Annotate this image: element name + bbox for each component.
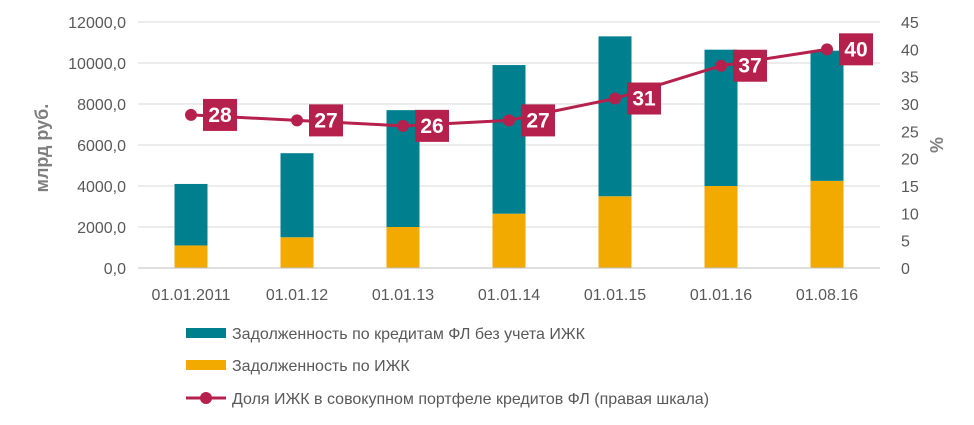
bar-segment xyxy=(598,196,632,268)
x-tick-label: 01.01.15 xyxy=(584,287,646,304)
series-point xyxy=(821,43,833,56)
data-label: 37 xyxy=(738,55,761,78)
y-tick-label: 0,0 xyxy=(104,261,126,278)
bar-segment xyxy=(492,213,526,268)
y-tick-label: 10000,0 xyxy=(68,56,126,73)
y-right-tick-label: 25 xyxy=(901,124,919,141)
y-right-tick-label: 35 xyxy=(901,70,919,87)
y-right-tick-label: 15 xyxy=(901,179,919,196)
y-right-tick-label: 5 xyxy=(901,234,910,251)
bar-segment xyxy=(810,180,844,268)
data-label-box xyxy=(733,49,767,82)
bar-segment xyxy=(704,49,738,186)
y-right-tick-label: 10 xyxy=(901,206,919,223)
data-label-box xyxy=(627,82,661,115)
y-tick-label: 8000,0 xyxy=(77,97,126,114)
legend-label: Задолженность по ИЖК xyxy=(232,358,410,375)
y-right-tick-label: 30 xyxy=(901,97,919,114)
legend-swatch xyxy=(186,360,226,370)
y-right-tick-label: 40 xyxy=(901,42,919,59)
y-right-tick-label: 20 xyxy=(901,152,919,169)
bar-segment xyxy=(280,153,314,238)
data-label: 27 xyxy=(314,109,337,132)
data-label: 28 xyxy=(208,104,232,127)
bar-segment xyxy=(598,36,632,197)
data-label: 27 xyxy=(526,109,549,132)
series-point xyxy=(185,108,197,121)
y-tick-label: 12000,0 xyxy=(68,15,126,32)
data-label: 26 xyxy=(420,115,443,138)
y-tick-label: 6000,0 xyxy=(77,138,126,155)
data-label: 40 xyxy=(844,38,867,61)
bar-segment xyxy=(810,50,844,181)
y-tick-label: 2000,0 xyxy=(77,220,126,237)
x-tick-label: 01.08.16 xyxy=(796,287,858,304)
bar-segment xyxy=(386,227,420,268)
bar-segment xyxy=(174,183,208,246)
bar-segment xyxy=(704,186,738,268)
bar-segment xyxy=(174,245,208,268)
legend: Задолженность по кредитам ФЛ без учета И… xyxy=(186,326,709,408)
data-label-box xyxy=(309,104,343,137)
x-tick-label: 01.01.14 xyxy=(478,287,540,304)
x-tick-label: 01.01.16 xyxy=(690,287,752,304)
series-point xyxy=(291,114,303,127)
data-label-box xyxy=(415,109,449,142)
x-tick-label: 01.01.2011 xyxy=(152,287,231,304)
legend-marker xyxy=(200,392,212,404)
legend-swatch xyxy=(186,328,226,338)
bars xyxy=(174,36,844,268)
y-right-tick-label: 45 xyxy=(901,15,919,32)
y-axis-title-right: % xyxy=(926,137,946,153)
legend-label: Задолженность по кредитам ФЛ без учета И… xyxy=(232,326,586,343)
share-line: 28 27 26 27 31 37 40 xyxy=(185,33,873,142)
x-axis-ticks: 01.01.2011 01.01.12 01.01.13 01.01.14 01.01.… xyxy=(152,287,859,304)
data-label: 31 xyxy=(632,88,656,111)
data-label-box xyxy=(521,104,555,137)
y-right-tick-label: 0 xyxy=(901,261,910,278)
legend-label: Доля ИЖК в совокупном портфеле кредитов … xyxy=(232,391,709,408)
y-axis-title: млрд руб. xyxy=(32,104,52,193)
series-point xyxy=(715,59,727,72)
x-tick-label: 01.01.13 xyxy=(372,287,434,304)
right-axis-ticks: 0 5 10 15 20 25 30 35 40 45 xyxy=(901,15,919,278)
series-point xyxy=(397,119,409,132)
left-axis-ticks: 0,0 2000,0 4000,0 6000,0 8000,0 10000,0 12000,… xyxy=(68,15,126,278)
series-point xyxy=(503,114,515,127)
data-label-box xyxy=(839,33,873,66)
data-label-box xyxy=(203,98,237,131)
bar-segment xyxy=(280,237,314,268)
series-point xyxy=(609,92,621,105)
y-tick-label: 4000,0 xyxy=(77,179,126,196)
x-tick-label: 01.01.12 xyxy=(266,287,328,304)
bar-segment xyxy=(492,65,526,214)
